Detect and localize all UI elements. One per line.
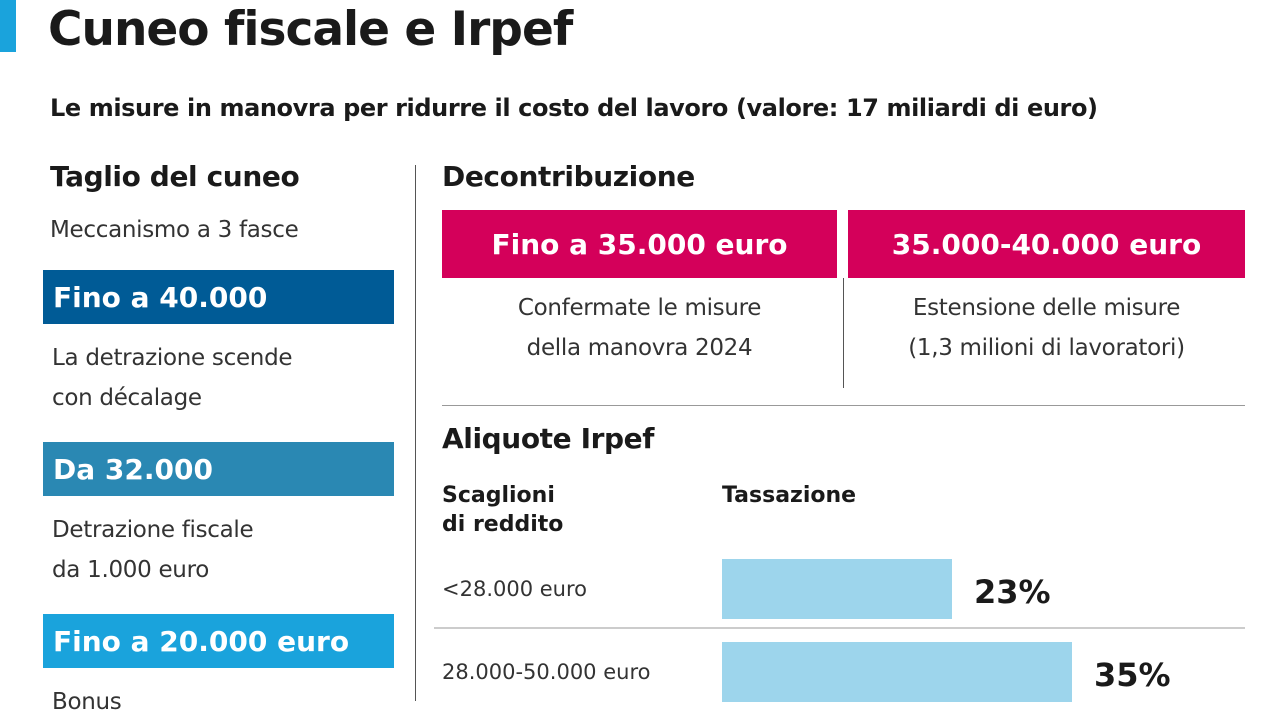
- category-label: 28.000-50.000 euro: [442, 660, 651, 684]
- box-desc: Confermate le misure: [517, 295, 762, 321]
- column-divider: [415, 165, 416, 701]
- section-divider: [442, 405, 1245, 406]
- band-da-32000: Da 32.000: [43, 442, 394, 496]
- box-desc: Estensione delle misure: [912, 295, 1181, 321]
- band-desc: con décalage: [52, 385, 202, 411]
- box-35000-40000: 35.000-40.000 euro: [848, 210, 1245, 278]
- value-label: 35%: [1094, 656, 1171, 694]
- row-divider: [434, 627, 1245, 629]
- col-header-tassazione: Tassazione: [722, 483, 857, 508]
- col-header-line: Scaglioni: [442, 483, 555, 508]
- page-title: Cuneo fiscale e Irpef: [48, 2, 573, 57]
- band-desc: La detrazione scende: [52, 345, 293, 371]
- band-fino-40000: Fino a 40.000: [43, 270, 394, 324]
- col-header-line: di reddito: [442, 512, 564, 537]
- band-desc: Detrazione fiscale: [52, 517, 254, 543]
- band-fino-20000: Fino a 20.000 euro: [43, 614, 394, 668]
- band-desc: Bonus: [52, 689, 122, 715]
- bar: [722, 642, 1072, 702]
- taglio-intro: Meccanismo a 3 fasce: [50, 217, 299, 243]
- bar: [722, 559, 952, 619]
- col-header-scaglioni: Scaglioni di reddito: [442, 481, 563, 539]
- box-desc: della manovra 2024: [526, 335, 753, 361]
- page-subtitle: Le misure in manovra per ridurre il cost…: [50, 94, 1098, 122]
- box-desc: (1,3 milioni di lavoratori): [908, 335, 1185, 361]
- taglio-heading: Taglio del cuneo: [50, 160, 300, 193]
- value-label: 23%: [974, 573, 1051, 611]
- accent-bar: [0, 0, 16, 52]
- box-fino-35000: Fino a 35.000 euro: [442, 210, 837, 278]
- band-desc: da 1.000 euro: [52, 557, 210, 583]
- irpef-heading: Aliquote Irpef: [442, 422, 655, 455]
- category-label: <28.000 euro: [442, 577, 588, 601]
- decontribuzione-heading: Decontribuzione: [442, 160, 695, 193]
- box-divider: [843, 278, 844, 388]
